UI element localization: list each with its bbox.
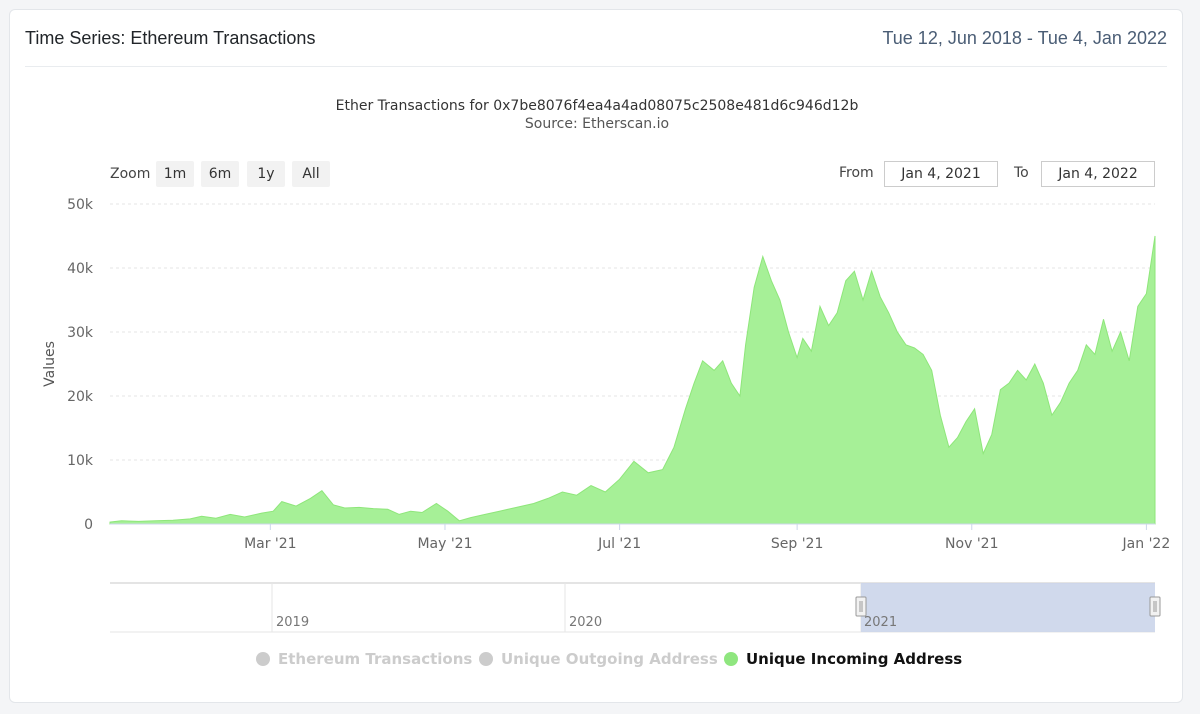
legend: Ethereum Transactions Unique Outgoing Ad… [256, 650, 962, 668]
navigator[interactable]: 2019 2020 2021 [110, 582, 1161, 633]
x-tick-label: Mar '21 [244, 536, 297, 552]
y-tick-label: 50k [67, 197, 94, 213]
x-axis-ticks: Mar '21 May '21 Jul '21 Sep '21 Nov '21 Jan '… [244, 524, 1170, 552]
navigator-selected-range[interactable] [861, 583, 1155, 632]
zoom-6m-button[interactable]: 6m [201, 161, 239, 187]
navigator-label-2019: 2019 [276, 615, 309, 630]
y-tick-label: 20k [67, 389, 94, 405]
x-tick-label: Jul '21 [597, 536, 641, 552]
to-label: To [1014, 165, 1029, 181]
y-axis-title: Values [42, 341, 58, 387]
x-tick-label: May '21 [417, 536, 472, 552]
from-label: From [839, 165, 874, 181]
series-area-unique-incoming-address[interactable] [109, 235, 1156, 525]
x-tick-label: Nov '21 [945, 536, 998, 552]
from-date-input[interactable] [884, 161, 998, 187]
navigator-handle-right[interactable] [1149, 596, 1161, 617]
x-tick-label: Jan '22 [1122, 536, 1171, 552]
navigator-handle-left[interactable] [855, 596, 867, 617]
chart-card: Time Series: Ethereum Transactions Tue 1… [9, 9, 1183, 703]
card-divider [25, 66, 1167, 67]
navigator-label-2020: 2020 [569, 615, 602, 630]
legend-item-unique-outgoing-address[interactable]: Unique Outgoing Address [479, 650, 718, 668]
chart-title: Ether Transactions for 0x7be8076f4ea4a4a… [335, 98, 859, 114]
navigator-label-2021: 2021 [864, 615, 897, 630]
zoom-1m-button[interactable]: 1m [156, 161, 194, 187]
card-title: Time Series: Ethereum Transactions [25, 28, 316, 48]
y-tick-label: 10k [67, 453, 94, 469]
y-tick-label: 0 [84, 517, 93, 533]
zoom-all-button[interactable]: All [292, 161, 330, 187]
legend-marker-unique-outgoing-address [479, 652, 493, 666]
chart-subtitle: Source: Etherscan.io [524, 116, 670, 132]
y-tick-label: 40k [67, 261, 94, 277]
y-axis-ticks: 0 10k 20k 30k 40k 50k [67, 197, 94, 533]
card-date-range: Tue 12, Jun 2018 - Tue 4, Jan 2022 [882, 28, 1167, 48]
legend-item-unique-incoming-address[interactable]: Unique Incoming Address [724, 650, 962, 668]
legend-label-ethereum-transactions: Ethereum Transactions [278, 650, 472, 668]
to-date-input[interactable] [1041, 161, 1155, 187]
legend-marker-unique-incoming-address [724, 652, 738, 666]
legend-item-ethereum-transactions[interactable]: Ethereum Transactions [256, 650, 472, 668]
x-tick-label: Sep '21 [771, 536, 824, 552]
y-tick-label: 30k [67, 325, 94, 341]
legend-label-unique-outgoing-address: Unique Outgoing Address [501, 650, 718, 668]
legend-marker-ethereum-transactions [256, 652, 270, 666]
legend-label-unique-incoming-address: Unique Incoming Address [746, 650, 962, 668]
zoom-1y-button[interactable]: 1y [247, 161, 285, 187]
zoom-label: Zoom [110, 166, 151, 182]
